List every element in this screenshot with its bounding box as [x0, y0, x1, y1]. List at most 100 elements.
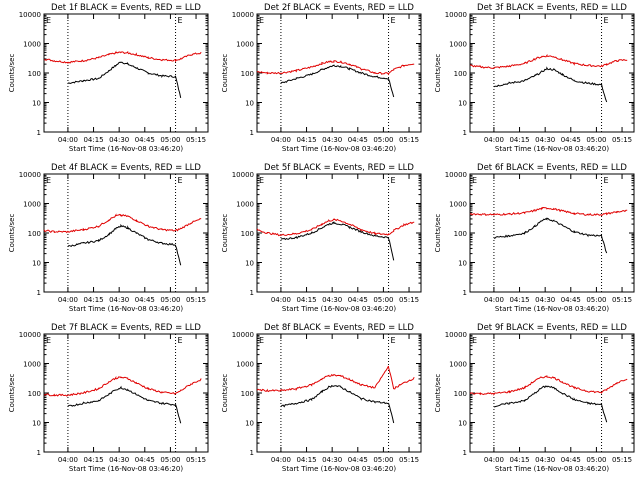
- x-tick-label: 04:30: [535, 456, 555, 464]
- corner-marker-left: E: [46, 176, 51, 185]
- y-tick-label: 1: [37, 129, 41, 137]
- corner-marker-right: E: [604, 16, 609, 25]
- x-tick-label: 05:00: [373, 136, 393, 144]
- lld-series-line: [43, 50, 202, 64]
- x-tick-label: 05:00: [586, 456, 606, 464]
- x-axis-label: Start Time (16-Nov-08 03:46:20): [495, 305, 609, 313]
- corner-marker-left: E: [259, 176, 264, 185]
- x-tick-label: 04:15: [509, 296, 529, 304]
- plot-frame: [256, 333, 422, 453]
- y-axis-label: Counts/sec: [221, 214, 229, 253]
- x-tick-label: 04:45: [561, 136, 581, 144]
- corner-marker-left: E: [472, 176, 477, 185]
- x-tick-label: 04:15: [509, 456, 529, 464]
- plot-frame: [43, 333, 209, 453]
- y-tick-label: 10000: [19, 331, 41, 339]
- events-series-line: [67, 385, 182, 424]
- events-series-line: [493, 66, 608, 103]
- x-tick-label: 05:00: [160, 296, 180, 304]
- chart-title: Det 3f BLACK = Events, RED = LLD: [477, 3, 627, 13]
- events-series-line: [493, 217, 608, 254]
- chart-title: Det 2f BLACK = Events, RED = LLD: [264, 3, 414, 13]
- x-tick-label: 04:45: [561, 456, 581, 464]
- x-axis-label: Start Time (16-Nov-08 03:46:20): [69, 465, 183, 473]
- plot-frame: [469, 13, 635, 133]
- y-tick-label: 1000: [449, 361, 467, 369]
- lld-series-line: [43, 213, 202, 234]
- x-axis-label: Start Time (16-Nov-08 03:46:20): [495, 145, 609, 153]
- x-tick-label: 04:00: [484, 456, 504, 464]
- x-tick-label: 04:15: [296, 136, 316, 144]
- lld-series-line: [256, 60, 415, 76]
- y-tick-label: 1000: [23, 41, 41, 49]
- plot-frame: [43, 13, 209, 133]
- y-tick-label: 10: [32, 420, 41, 428]
- y-tick-label: 100: [28, 390, 41, 398]
- x-tick-label: 05:15: [186, 136, 206, 144]
- y-axis-label: Counts/sec: [8, 214, 16, 253]
- chart-panel-1: Det 1f BLACK = Events, RED = LLD Counts/s…: [8, 3, 209, 153]
- x-tick-label: 05:00: [160, 136, 180, 144]
- y-tick-label: 1000: [236, 41, 254, 49]
- x-axis-label: Start Time (16-Nov-08 03:46:20): [69, 305, 183, 313]
- x-tick-label: 05:00: [586, 296, 606, 304]
- y-tick-label: 1000: [23, 361, 41, 369]
- y-tick-label: 1: [250, 129, 254, 137]
- y-tick-label: 100: [241, 390, 254, 398]
- x-axis-label: Start Time (16-Nov-08 03:46:20): [282, 465, 396, 473]
- y-axis-label: Counts/sec: [434, 214, 442, 253]
- y-axis-label: Counts/sec: [221, 54, 229, 93]
- x-tick-label: 04:00: [484, 136, 504, 144]
- x-tick-label: 04:45: [135, 136, 155, 144]
- corner-marker-right: E: [604, 176, 609, 185]
- x-tick-label: 05:00: [373, 296, 393, 304]
- chart-title: Det 4f BLACK = Events, RED = LLD: [51, 163, 201, 173]
- x-tick-label: 04:15: [83, 136, 103, 144]
- x-tick-label: 05:00: [160, 456, 180, 464]
- corner-marker-right: E: [178, 336, 183, 345]
- y-tick-label: 100: [454, 390, 467, 398]
- corner-marker-left: E: [259, 336, 264, 345]
- x-tick-label: 04:00: [58, 136, 78, 144]
- y-tick-label: 10000: [445, 171, 467, 179]
- y-axis-label: Counts/sec: [434, 374, 442, 413]
- corner-marker-right: E: [178, 16, 183, 25]
- x-tick-label: 05:15: [399, 456, 419, 464]
- y-tick-label: 100: [241, 70, 254, 78]
- y-tick-label: 100: [241, 230, 254, 238]
- events-series-line: [280, 64, 395, 98]
- lld-series-line: [469, 206, 628, 217]
- x-tick-label: 04:15: [296, 296, 316, 304]
- y-tick-label: 10: [458, 100, 467, 108]
- corner-marker-right: E: [391, 16, 396, 25]
- x-tick-label: 05:00: [373, 456, 393, 464]
- events-series-line: [280, 221, 395, 261]
- corner-marker-right: E: [391, 336, 396, 345]
- y-tick-label: 10: [245, 260, 254, 268]
- y-tick-label: 10000: [232, 11, 254, 19]
- chart-panel-7: Det 7f BLACK = Events, RED = LLD Counts/s…: [8, 323, 209, 473]
- plot-frame: [256, 13, 422, 133]
- y-tick-label: 10000: [232, 331, 254, 339]
- x-tick-label: 04:45: [561, 296, 581, 304]
- x-tick-label: 04:30: [109, 136, 129, 144]
- x-axis-label: Start Time (16-Nov-08 03:46:20): [282, 145, 396, 153]
- x-tick-label: 04:15: [83, 296, 103, 304]
- chart-panel-8: Det 8f BLACK = Events, RED = LLD Counts/s…: [221, 323, 422, 473]
- x-tick-label: 04:30: [322, 136, 342, 144]
- y-tick-label: 1: [37, 449, 41, 457]
- y-tick-label: 10000: [19, 11, 41, 19]
- corner-marker-right: E: [391, 176, 396, 185]
- y-tick-label: 10: [245, 420, 254, 428]
- y-tick-label: 1000: [449, 41, 467, 49]
- x-tick-label: 04:30: [322, 456, 342, 464]
- x-axis-label: Start Time (16-Nov-08 03:46:20): [69, 145, 183, 153]
- y-tick-label: 100: [454, 70, 467, 78]
- x-tick-label: 04:15: [83, 456, 103, 464]
- corner-marker-right: E: [178, 176, 183, 185]
- chart-title: Det 8f BLACK = Events, RED = LLD: [264, 323, 414, 333]
- x-tick-label: 05:00: [586, 136, 606, 144]
- y-tick-label: 10000: [232, 171, 254, 179]
- corner-marker-left: E: [259, 16, 264, 25]
